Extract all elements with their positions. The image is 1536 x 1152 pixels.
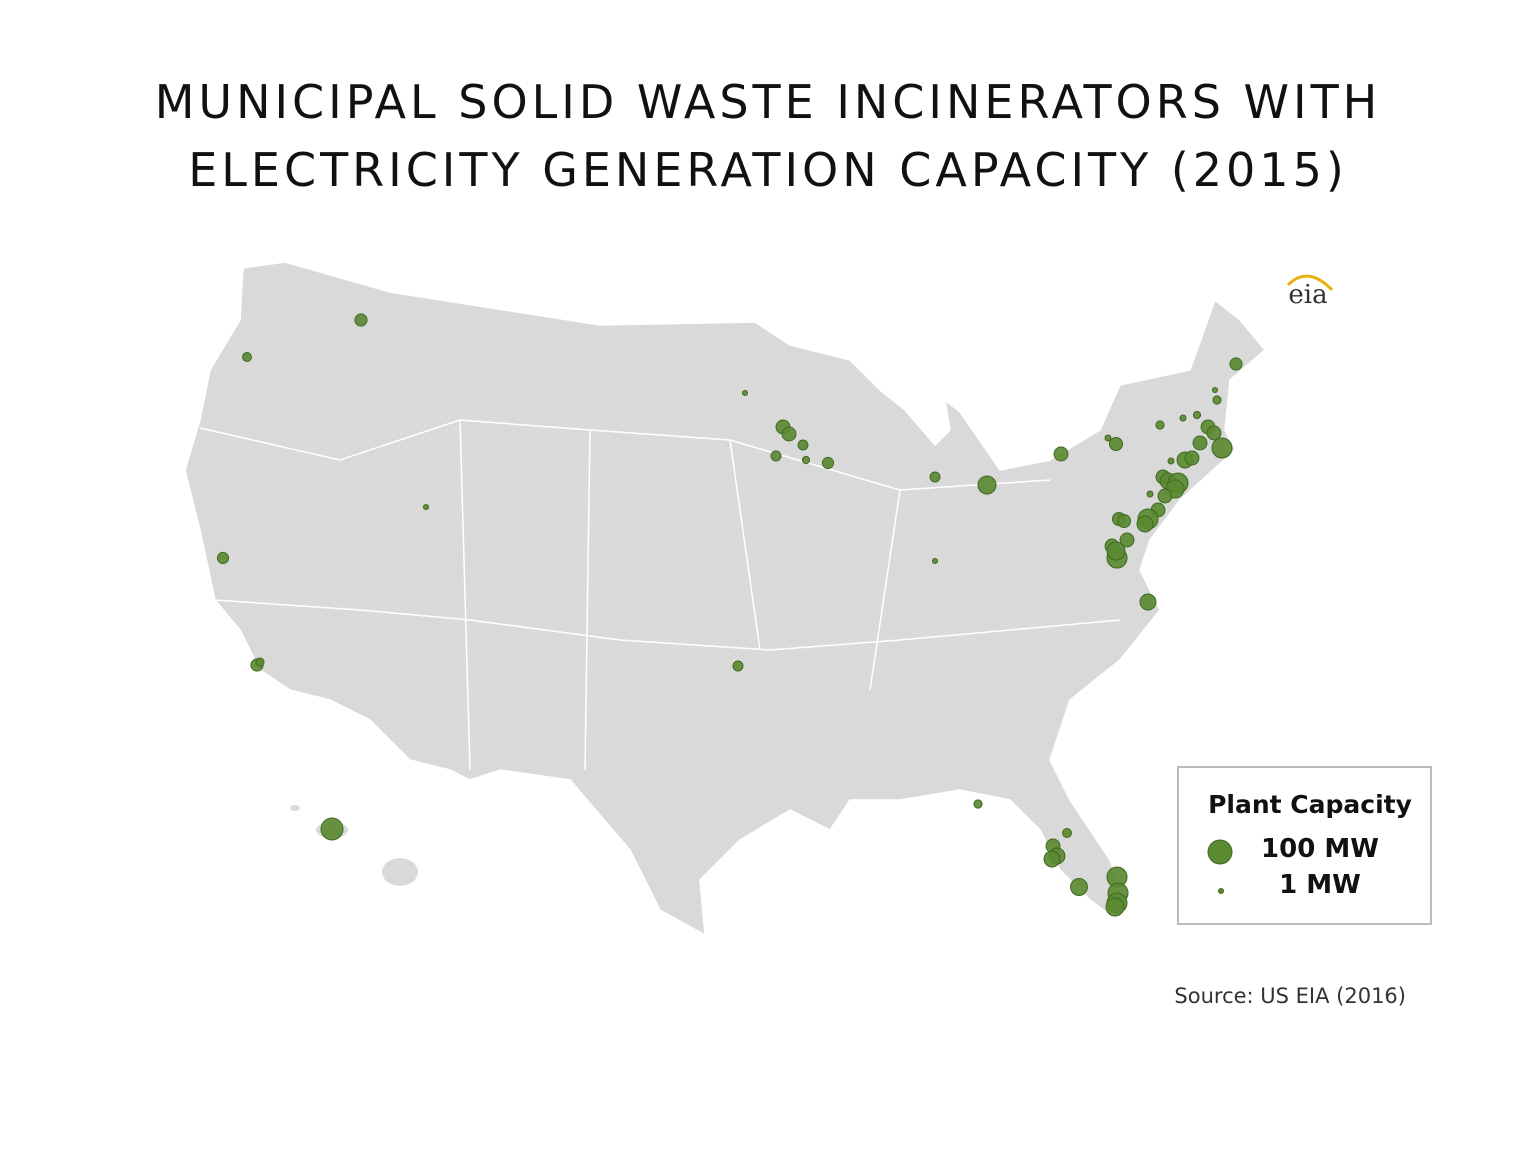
plant	[1146, 490, 1154, 498]
plant	[1167, 457, 1175, 465]
plant	[1157, 488, 1173, 504]
plant	[977, 475, 997, 495]
legend-label: 1 MW	[1279, 870, 1361, 900]
title-line: ELECTRICITY GENERATION CAPACITY (2015)	[188, 143, 1348, 197]
plant	[1179, 414, 1187, 422]
plant	[422, 503, 430, 511]
plant	[1192, 435, 1208, 451]
plant	[1119, 532, 1135, 548]
plant	[781, 426, 797, 442]
logo: eia	[1288, 280, 1327, 310]
plant	[1106, 541, 1126, 561]
plant	[801, 455, 811, 465]
plant	[1043, 850, 1061, 868]
plant	[1070, 878, 1088, 896]
plant	[1116, 513, 1132, 529]
plant	[973, 799, 983, 809]
plant	[1053, 446, 1069, 462]
plant	[1211, 437, 1233, 459]
plant	[320, 817, 344, 841]
hawaii-island	[382, 858, 418, 886]
us-outline	[184, 261, 1267, 937]
plant	[741, 389, 749, 397]
plant	[216, 551, 230, 565]
plant	[242, 352, 252, 362]
plants	[216, 313, 1243, 917]
plant	[1155, 420, 1165, 430]
legend-title: Plant Capacity	[1208, 790, 1412, 819]
title-line: MUNICIPAL SOLID WASTE INCINERATORS WITH	[155, 75, 1382, 129]
plant	[1139, 593, 1157, 611]
plant	[1108, 436, 1124, 452]
plant	[797, 439, 809, 451]
plant	[1212, 395, 1222, 405]
hawaii-island	[290, 805, 300, 811]
plant	[1105, 897, 1125, 917]
logo-arc	[1286, 274, 1334, 292]
plant	[1229, 357, 1243, 371]
state-lines	[199, 419, 1121, 771]
plant	[1104, 434, 1112, 442]
plant	[732, 660, 744, 672]
plant	[1184, 450, 1200, 466]
plant	[821, 456, 835, 470]
legend-symbol	[1207, 839, 1233, 865]
plant	[929, 471, 941, 483]
plant	[770, 450, 782, 462]
plant	[1062, 828, 1072, 838]
plant	[1192, 410, 1202, 420]
legend-symbol	[1217, 887, 1225, 895]
source: Source: US EIA (2016)	[1174, 984, 1406, 1008]
plant	[1206, 425, 1222, 441]
plant	[1136, 515, 1154, 533]
plant	[931, 557, 939, 565]
plant	[255, 657, 265, 667]
legend-label: 100 MW	[1261, 834, 1379, 864]
plant	[1211, 386, 1219, 394]
plant	[354, 313, 368, 327]
